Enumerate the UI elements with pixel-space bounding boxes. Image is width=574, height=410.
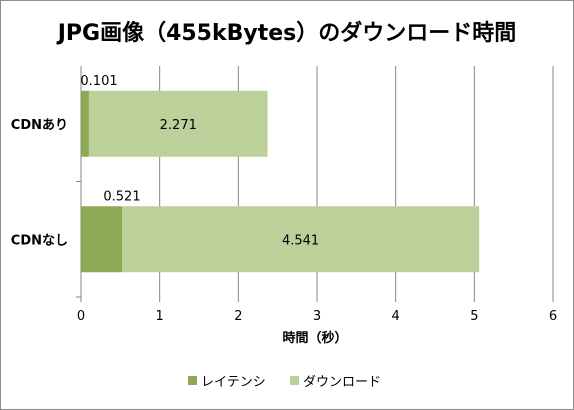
- x-tick-label: 4: [392, 309, 400, 324]
- legend: レイテンシ ダウンロード: [188, 375, 381, 390]
- x-tick-label: 2: [234, 309, 242, 324]
- data-label: 4.541: [282, 233, 319, 248]
- x-tick-label: 0: [77, 309, 85, 324]
- chart-title: JPG画像（455kBytes）のダウンロード時間: [56, 20, 517, 46]
- bar-segment: [81, 206, 122, 273]
- data-label: 0.521: [103, 189, 140, 204]
- legend-swatch: [188, 376, 197, 385]
- x-tick-label: 1: [156, 309, 164, 324]
- bar-segment: [81, 90, 89, 157]
- x-tick-label: 5: [470, 309, 478, 324]
- bars: [81, 90, 480, 273]
- category-label: CDNなし: [11, 233, 68, 248]
- legend-label: ダウンロード: [303, 375, 381, 390]
- x-tick-labels: 0 1 2 3 4 5 6: [77, 309, 557, 324]
- bar-segment: [121, 206, 480, 273]
- x-axis-title: 時間（秒）: [282, 330, 347, 346]
- x-tick-label: 6: [549, 309, 557, 324]
- legend-swatch: [290, 376, 299, 385]
- category-label: CDNあり: [11, 118, 68, 133]
- data-labels: 0.101 2.271 0.521 4.541: [80, 74, 319, 249]
- category-labels: CDNあり CDNなし: [11, 118, 68, 249]
- legend-label: レイテンシ: [201, 375, 266, 390]
- x-tick-label: 3: [313, 309, 321, 324]
- bar-segment: [88, 90, 268, 157]
- data-label: 2.271: [160, 118, 197, 133]
- data-label: 0.101: [80, 74, 117, 89]
